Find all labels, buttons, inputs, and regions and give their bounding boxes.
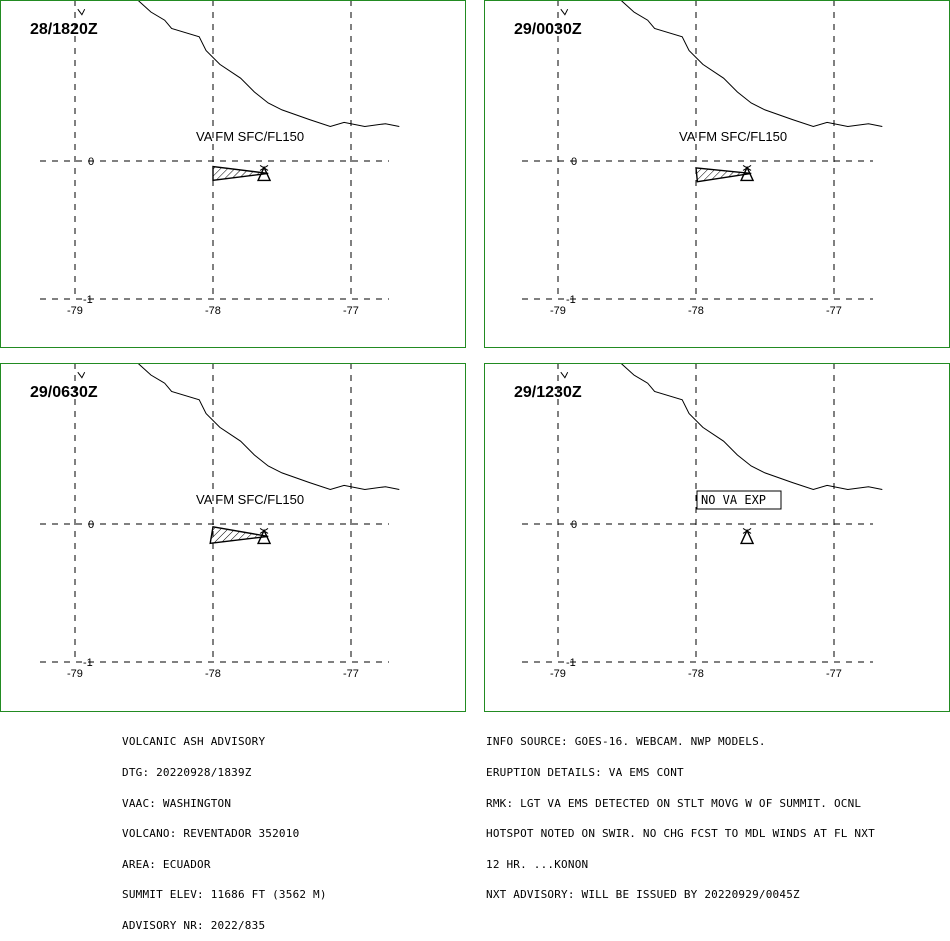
- advisory-line: VAAC: WASHINGTON: [122, 796, 232, 810]
- lat-tick-label: -1: [83, 657, 93, 669]
- volcano-icon: [739, 165, 755, 182]
- lat-tick-label: -1: [83, 294, 93, 306]
- valid-time-title: 29/1230Z: [514, 384, 582, 401]
- lon-tick-label: -79: [67, 305, 83, 317]
- ash-cloud-polygon: [212, 165, 269, 182]
- panel-frame: [484, 363, 950, 712]
- va-level-label: VA FM SFC/FL150: [679, 129, 787, 144]
- island-outline: [77, 8, 86, 16]
- advisory-line: HOTSPOT NOTED ON SWIR. NO CHG FCST TO MD…: [486, 827, 875, 841]
- volcano-icon-mark: [259, 527, 269, 534]
- lon-tick-label: -79: [67, 668, 83, 680]
- advisory-line: 12 HR. ...KONON: [486, 857, 589, 871]
- lon-tick-label: -78: [205, 305, 221, 317]
- lat-tick-label: 0: [571, 519, 577, 531]
- advisory-line: NXT ADVISORY: WILL BE ISSUED BY 20220929…: [486, 888, 800, 902]
- map-panel-3: -79 -78 -77 0 -1 VA FM SFC/FL150 29/0630Z: [0, 363, 466, 712]
- panel-frame: [0, 363, 466, 712]
- va-level-label: VA FM SFC/FL150: [196, 492, 304, 507]
- map-panel-1: -79 -78 -77 0 -1 VA FM SFC/FL150 28/1820Z: [0, 0, 466, 348]
- coastline: [136, 0, 400, 128]
- valid-time-title: 28/1820Z: [30, 21, 98, 38]
- advisory-line: DTG: 20220928/1839Z: [122, 766, 252, 779]
- volcano-icon: [256, 528, 272, 545]
- volcano-icon-mark: [259, 164, 269, 171]
- valid-time-title: 29/0630Z: [30, 384, 98, 401]
- lat-tick-label: -1: [566, 657, 576, 669]
- lat-tick-label: 0: [88, 156, 94, 168]
- advisory-info-left: VOLCANIC ASH ADVISORY DTG: 20220928/1839…: [122, 717, 327, 941]
- no-va-label: NO VA EXP: [701, 493, 766, 507]
- advisory-line: VOLCANO: REVENTADOR 352010: [122, 827, 300, 841]
- lon-tick-label: -78: [688, 305, 704, 317]
- advisory-info-right: INFO SOURCE: GOES-16. WEBCAM. NWP MODELS…: [486, 717, 875, 911]
- map-panel-4: -79 -78 -77 0 -1 NO VA EXP 29/1230Z: [484, 363, 950, 712]
- ash-cloud-polygon: [209, 525, 269, 545]
- advisory-line: SUMMIT ELEV: 11686 FT (3562 M): [122, 888, 327, 902]
- lat-tick-label: 0: [88, 519, 94, 531]
- advisory-line: ADVISORY NR: 2022/835: [122, 918, 266, 932]
- lon-tick-label: -77: [343, 668, 359, 680]
- advisory-line: AREA: ECUADOR: [122, 857, 211, 871]
- lon-tick-label: -78: [688, 668, 704, 680]
- advisory-line: ERUPTION DETAILS: VA EMS CONT: [486, 766, 684, 779]
- no-va-box: [696, 490, 782, 510]
- map-panel-2: -79 -78 -77 0 -1 VA FM SFC/FL150 29/0030Z: [484, 0, 950, 348]
- lon-tick-label: -79: [550, 668, 566, 680]
- advisory-line: VOLCANIC ASH ADVISORY: [122, 735, 266, 749]
- valid-time-title: 29/0030Z: [514, 21, 582, 38]
- coastline: [619, 363, 883, 491]
- island-outline: [77, 371, 86, 379]
- advisory-line: INFO SOURCE: GOES-16. WEBCAM. NWP MODELS…: [486, 735, 766, 749]
- lon-tick-label: -79: [550, 305, 566, 317]
- volcano-icon: [739, 528, 755, 545]
- lon-tick-label: -77: [826, 305, 842, 317]
- panel-frame: [0, 0, 466, 348]
- lat-tick-label: 0: [571, 156, 577, 168]
- island-outline: [560, 371, 569, 379]
- va-level-label: VA FM SFC/FL150: [196, 129, 304, 144]
- lon-tick-label: -78: [205, 668, 221, 680]
- volcano-icon-mark: [742, 164, 752, 171]
- coastline: [619, 0, 883, 128]
- lon-tick-label: -77: [343, 305, 359, 317]
- advisory-line: RMK: LGT VA EMS DETECTED ON STLT MOVG W …: [486, 796, 862, 810]
- volcano-icon-mark: [742, 527, 752, 534]
- coastline: [136, 363, 400, 491]
- lon-tick-label: -77: [826, 668, 842, 680]
- volcano-icon: [256, 165, 272, 182]
- island-outline: [560, 8, 569, 16]
- ash-cloud-polygon: [695, 167, 752, 183]
- lat-tick-label: -1: [566, 294, 576, 306]
